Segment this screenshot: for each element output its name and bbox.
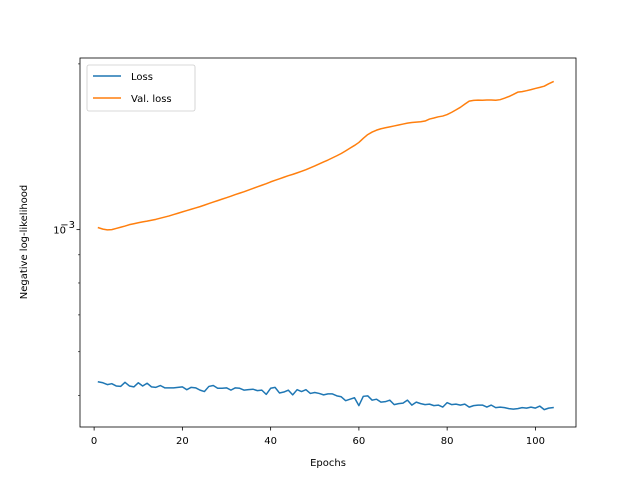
x-tick-label: 0 (91, 436, 97, 447)
series-line-val-loss (97, 80, 555, 231)
axes-frame (79, 57, 577, 428)
x-tick-label: 40 (264, 436, 277, 447)
x-tick-label: 60 (353, 436, 366, 447)
legend: Loss Val. loss (86, 64, 196, 112)
x-tick-label: 100 (526, 436, 545, 447)
x-tick-label: 20 (176, 436, 189, 447)
y-axis-label: Negative log-likelihood (19, 185, 30, 300)
x-axis-label: Epochs (310, 458, 346, 469)
y-tick-label-exponent: −3 (60, 220, 75, 231)
legend-label-val-loss: Val. loss (131, 94, 172, 105)
series-line-loss (97, 380, 554, 411)
y-tick-label: 10 (53, 226, 66, 237)
plot-area (97, 80, 555, 411)
axes: 0 20 40 60 80 100 10−3 (53, 57, 577, 447)
legend-label-loss: Loss (131, 72, 153, 83)
x-tick-label: 80 (441, 436, 454, 447)
